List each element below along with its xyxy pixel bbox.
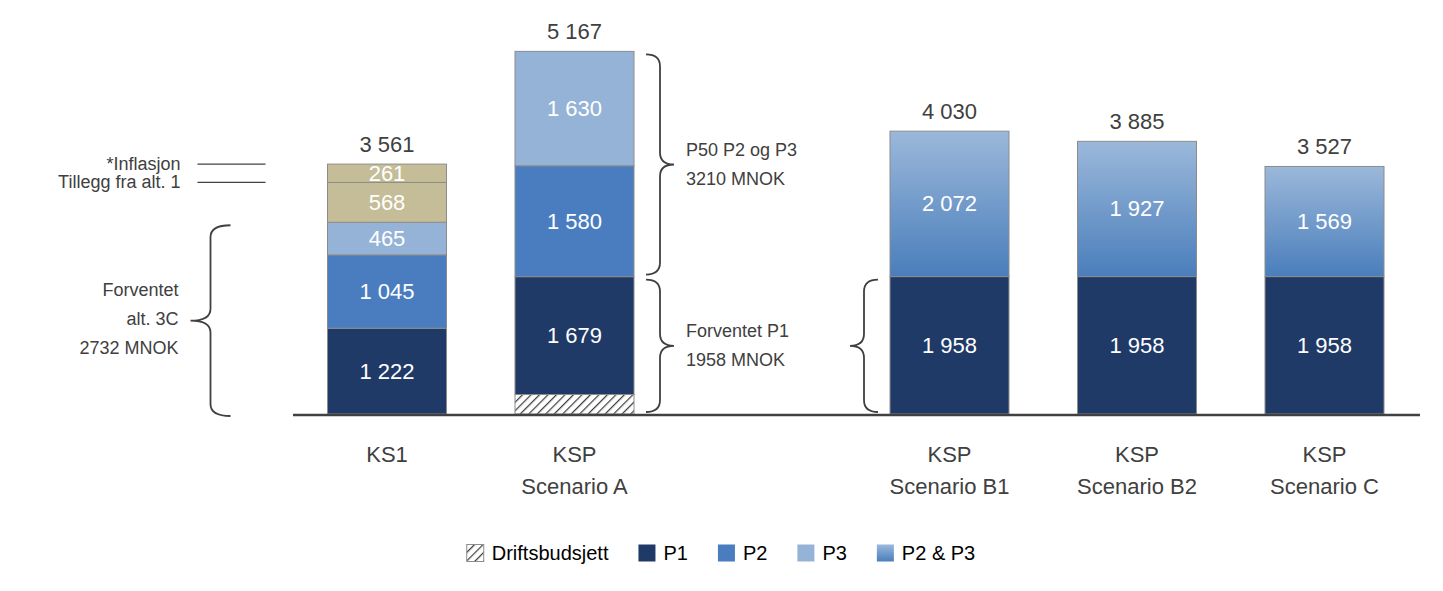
bar-segment — [328, 222, 447, 255]
chart: 1 222 1 045 465 568 261 3 561 KS1 1 679 1 580 1 6… — [0, 0, 1443, 591]
legend-swatch — [877, 545, 894, 562]
bar-segment — [515, 51, 634, 165]
category-label: KSP Scenario A — [521, 442, 628, 499]
total-label: 3 885 — [1109, 109, 1164, 134]
data-label: 1 045 — [359, 279, 414, 304]
x-axis — [293, 414, 1420, 417]
category-line: KSP — [552, 442, 596, 467]
annotation-text: 2732 MNOK — [79, 338, 178, 358]
side-label: Tillegg fra alt. 1 — [58, 172, 180, 192]
legend-label: Driftsbudsjett — [492, 542, 609, 564]
total-label: 4 030 — [922, 99, 977, 124]
category-line: KSP — [1115, 442, 1159, 467]
labels: 1 222 1 045 465 568 261 3 561 KS1 1 679 1 580 1 6… — [359, 19, 1379, 499]
brace — [850, 280, 878, 412]
data-label: 1 679 — [547, 323, 602, 348]
data-label: 1 630 — [547, 96, 602, 121]
side-label-line — [198, 182, 266, 183]
legend-label: P3 — [822, 542, 846, 564]
category-label: KSP Scenario B2 — [1077, 442, 1197, 499]
total-label: 3 527 — [1297, 134, 1352, 159]
legend-swatch — [718, 545, 735, 562]
bar-segment — [1078, 141, 1197, 276]
data-label: 1 927 — [1109, 196, 1164, 221]
side-label-line — [198, 163, 266, 164]
category-label: KSP Scenario B1 — [890, 442, 1010, 499]
bars — [328, 51, 1385, 414]
data-label: 1 569 — [1297, 209, 1352, 234]
bar-segment — [515, 166, 634, 277]
bar-segment — [890, 277, 1009, 414]
bar-segment — [1265, 166, 1384, 276]
category-line: Scenario B2 — [1077, 474, 1197, 499]
bar-segment — [328, 182, 447, 222]
data-label: 568 — [369, 190, 406, 215]
category-label: KS1 — [366, 442, 408, 467]
legend-swatch — [467, 545, 484, 562]
legend: Driftsbudsjett P1 P2 P3 P2 & P3 — [467, 542, 976, 564]
category-line: Scenario A — [521, 474, 628, 499]
annotation-text: Forventet P1 — [686, 321, 789, 341]
annotation-text: Forventet — [102, 280, 178, 300]
legend-swatch — [797, 545, 814, 562]
legend-label: P1 — [663, 542, 687, 564]
legend-swatch — [638, 545, 655, 562]
bar-segment — [890, 131, 1009, 276]
legend-label: P2 — [743, 542, 767, 564]
bar-segment — [1078, 277, 1197, 414]
brace — [646, 280, 674, 412]
data-label: 1 580 — [547, 209, 602, 234]
data-label: 2 072 — [922, 191, 977, 216]
bar-segment — [1265, 277, 1384, 414]
data-label: 1 958 — [922, 333, 977, 358]
bar-segment — [515, 394, 634, 414]
bar-segment — [328, 328, 447, 414]
bar-segment — [515, 277, 634, 395]
total-label: 5 167 — [547, 19, 602, 44]
category-line: Scenario B1 — [890, 474, 1010, 499]
annotation-text: 1958 MNOK — [686, 350, 785, 370]
legend-label: P2 & P3 — [902, 542, 975, 564]
brace — [191, 225, 231, 416]
annotation-text: 3210 MNOK — [686, 169, 785, 189]
data-label: 1 222 — [359, 359, 414, 384]
annotation-text: P50 P2 og P3 — [686, 140, 797, 160]
category-label: KSP Scenario C — [1270, 442, 1379, 499]
data-label: 1 958 — [1297, 333, 1352, 358]
data-label: 465 — [369, 226, 406, 251]
category-line: KS1 — [366, 442, 408, 467]
category-line: Scenario C — [1270, 474, 1379, 499]
annotation-text: alt. 3C — [126, 309, 178, 329]
total-label: 3 561 — [359, 132, 414, 157]
category-line: KSP — [927, 442, 971, 467]
bar-segment — [328, 255, 447, 328]
category-line: KSP — [1302, 442, 1346, 467]
brace — [646, 54, 674, 274]
data-label: 1 958 — [1109, 333, 1164, 358]
side-label: *Inflasjon — [106, 154, 180, 174]
data-label: 261 — [369, 161, 406, 186]
